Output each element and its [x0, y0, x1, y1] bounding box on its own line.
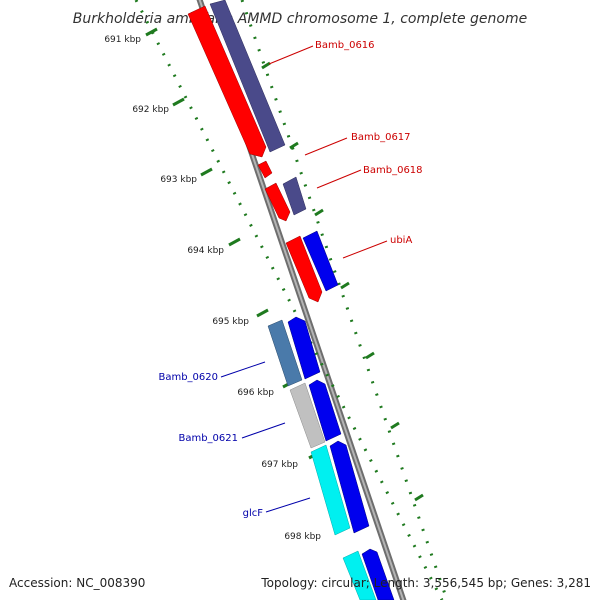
- coordinate-ruler-dots: [134, 0, 444, 600]
- label-leader-line: [304, 137, 348, 156]
- cds-forward-2[interactable]: [257, 160, 273, 179]
- accession-text: Accession: NC_008390: [9, 576, 146, 590]
- tick-mark: [172, 97, 185, 107]
- label-leader-line: [265, 497, 311, 513]
- gene-label-bamb-0618[interactable]: Bamb_0618: [363, 165, 423, 176]
- cds-reverse-4[interactable]: [342, 550, 377, 600]
- tick-mark: [145, 27, 158, 37]
- tick-label-697: 697 kbp: [261, 460, 298, 470]
- tick-label-691: 691 kbp: [104, 35, 141, 45]
- cds-forward-1[interactable]: [187, 5, 267, 158]
- gene-label-bamb-0616[interactable]: Bamb_0616: [315, 40, 375, 51]
- gene-label-bamb-0621[interactable]: Bamb_0621: [178, 433, 238, 444]
- tick-label-692: 692 kbp: [132, 105, 169, 115]
- topology-summary: Topology: circular; Length: 3,556,545 bp…: [261, 576, 591, 590]
- cds-reverse-1[interactable]: [267, 319, 303, 387]
- tick-label-694: 694 kbp: [187, 246, 224, 256]
- tick-label-695: 695 kbp: [212, 317, 249, 327]
- gene-label-bamb-0617[interactable]: Bamb_0617: [351, 132, 411, 143]
- reverse-gene-ring: [287, 316, 395, 600]
- label-leader-line: [268, 45, 314, 65]
- gene-reverse-4[interactable]: [361, 548, 395, 600]
- forward-cds-ring: [187, 5, 323, 303]
- gene-forward-1[interactable]: [209, 0, 286, 153]
- map-title: Burkholderia ambifaria AMMD chromosome 1…: [73, 11, 527, 27]
- tick-mark: [256, 308, 269, 318]
- label-leader-line: [342, 240, 388, 259]
- label-leader-line: [241, 422, 286, 439]
- gene-forward-2[interactable]: [282, 176, 307, 216]
- reverse-cds-ring: [267, 319, 377, 600]
- outer-ticks: [261, 61, 424, 502]
- tick-mark: [228, 237, 241, 247]
- gene-label-bamb-0620[interactable]: Bamb_0620: [158, 372, 218, 383]
- label-leader-line: [220, 361, 266, 378]
- cds-forward-4[interactable]: [285, 235, 323, 303]
- gene-label-glcf[interactable]: glcF: [243, 508, 264, 519]
- gene-reverse-2[interactable]: [308, 379, 342, 442]
- cds-reverse-3[interactable]: [310, 444, 351, 536]
- tick-label-696: 696 kbp: [237, 388, 274, 398]
- tick-labels: 691 kbp 692 kbp 693 kbp 694 kbp 695 kbp …: [104, 35, 321, 542]
- cds-forward-3[interactable]: [264, 182, 291, 222]
- cds-reverse-2[interactable]: [289, 382, 326, 449]
- label-leader-line: [316, 169, 362, 189]
- feature-ruler-dots: [240, 0, 449, 600]
- tick-mark: [200, 167, 213, 177]
- gene-forward-3[interactable]: [302, 230, 339, 292]
- gene-reverse-1[interactable]: [287, 316, 321, 380]
- gene-reverse-3[interactable]: [329, 440, 370, 534]
- gene-label-ubia[interactable]: ubiA: [390, 235, 412, 246]
- forward-gene-ring: [209, 0, 339, 292]
- gene-labels: Bamb_0616 Bamb_0617 Bamb_0618 ubiA Bamb_…: [158, 40, 422, 519]
- tick-label-698: 698 kbp: [284, 532, 321, 542]
- tick-label-693: 693 kbp: [160, 175, 197, 185]
